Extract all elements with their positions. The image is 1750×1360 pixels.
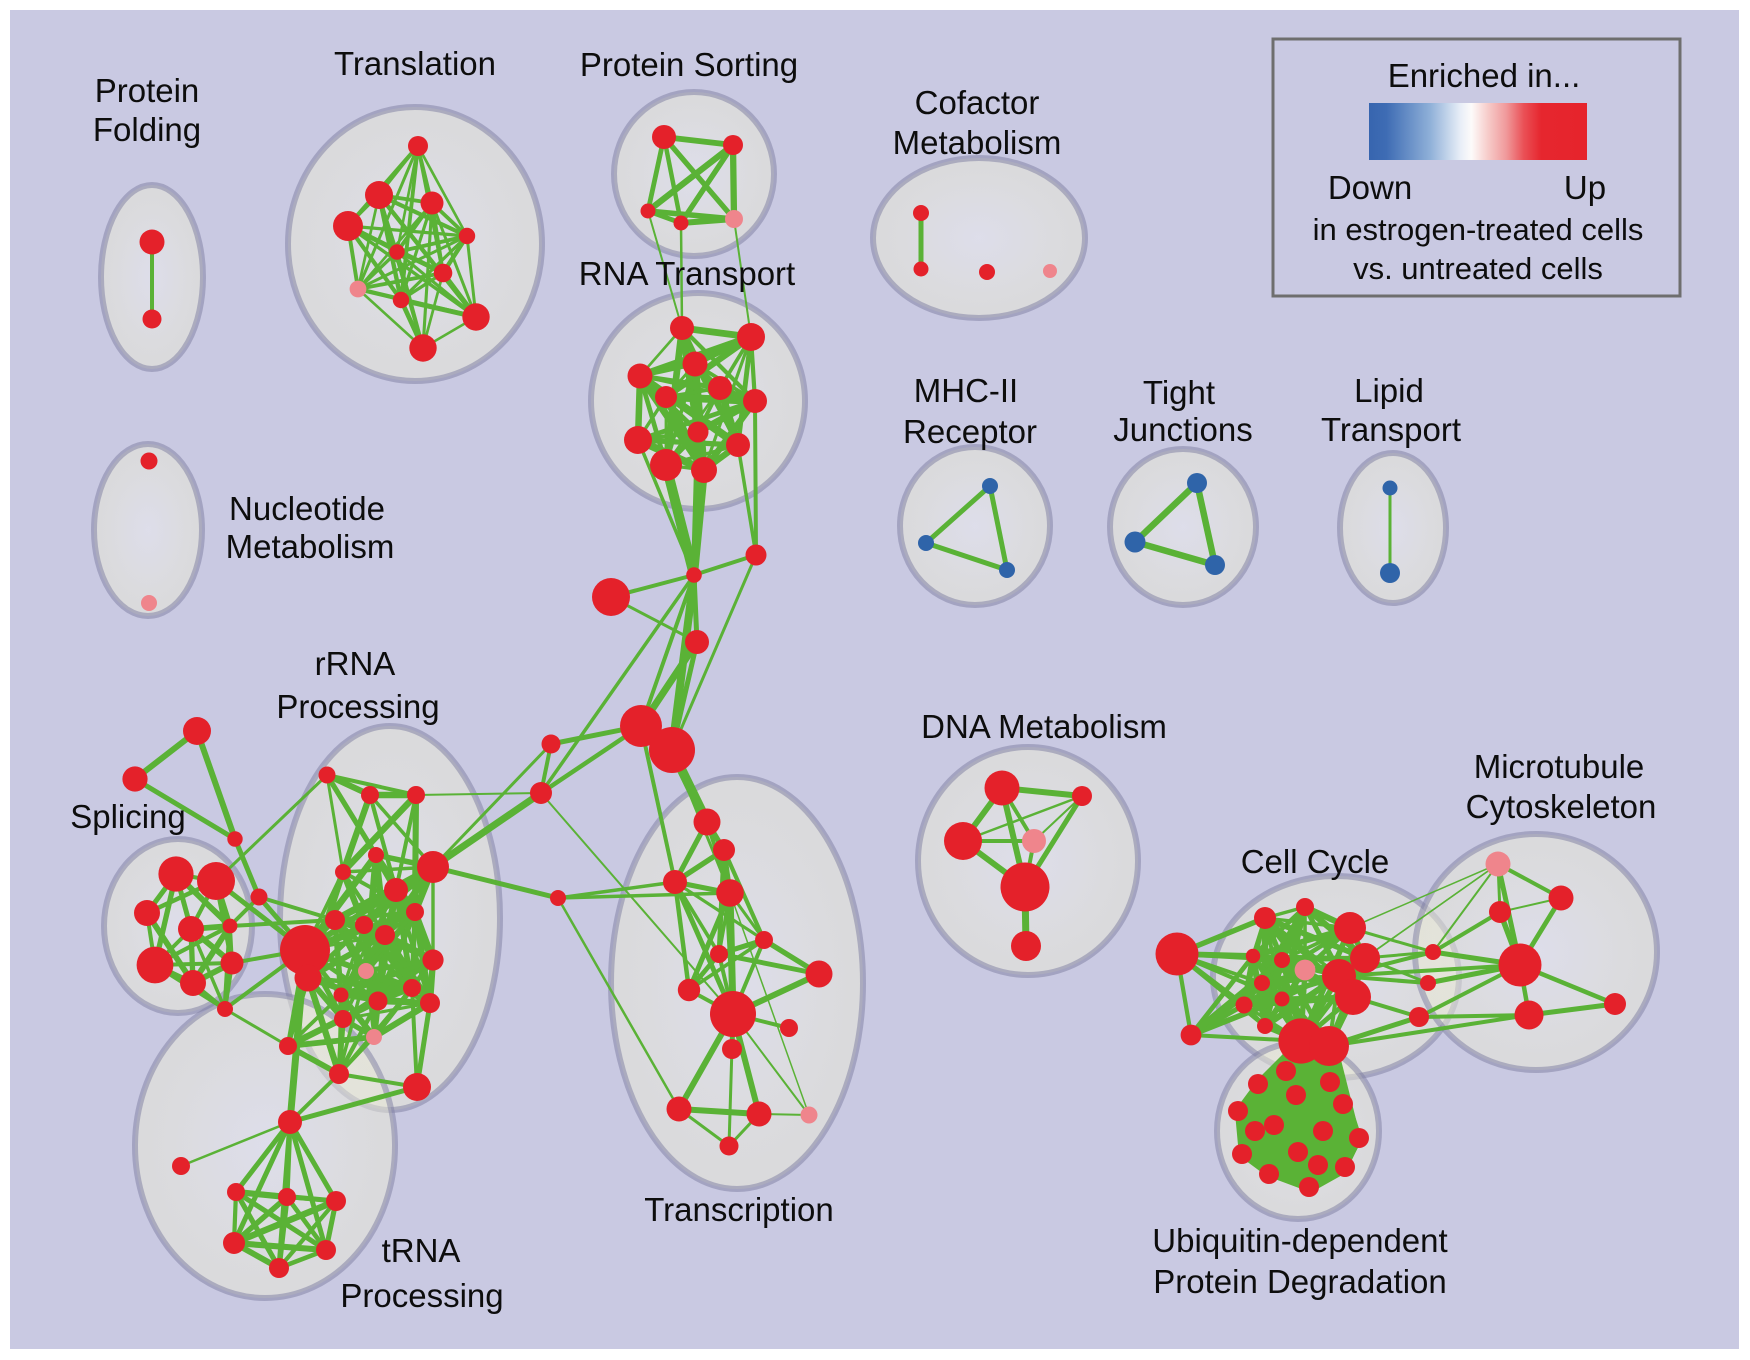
svg-text:Processing: Processing (276, 688, 439, 725)
svg-text:tRNA: tRNA (382, 1232, 461, 1269)
svg-text:Cofactor: Cofactor (915, 84, 1040, 121)
svg-text:Protein Degradation: Protein Degradation (1153, 1263, 1447, 1300)
svg-text:Metabolism: Metabolism (893, 124, 1062, 161)
svg-text:Microtubule: Microtubule (1474, 748, 1645, 785)
svg-text:Transport: Transport (1321, 411, 1461, 448)
svg-text:Processing: Processing (340, 1277, 503, 1314)
svg-text:DNA Metabolism: DNA Metabolism (921, 708, 1167, 745)
svg-text:Junctions: Junctions (1113, 411, 1252, 448)
svg-text:Enriched in...: Enriched in... (1388, 57, 1581, 94)
svg-text:Folding: Folding (93, 111, 201, 148)
svg-text:Translation: Translation (334, 45, 496, 82)
svg-text:Transcription: Transcription (644, 1191, 834, 1228)
svg-text:Receptor: Receptor (903, 413, 1037, 450)
svg-text:Tight: Tight (1143, 374, 1215, 411)
svg-text:Down: Down (1328, 169, 1412, 206)
svg-text:Cell Cycle: Cell Cycle (1241, 843, 1390, 880)
svg-text:Up: Up (1564, 169, 1606, 206)
svg-text:RNA Transport: RNA Transport (579, 255, 795, 292)
svg-text:Metabolism: Metabolism (226, 528, 395, 565)
svg-text:Lipid: Lipid (1354, 372, 1424, 409)
svg-text:Ubiquitin-dependent: Ubiquitin-dependent (1152, 1222, 1447, 1259)
svg-text:MHC-II: MHC-II (914, 372, 1018, 409)
svg-text:Nucleotide: Nucleotide (229, 490, 385, 527)
svg-text:Splicing: Splicing (70, 798, 186, 835)
svg-text:Cytoskeleton: Cytoskeleton (1466, 788, 1657, 825)
svg-text:Protein: Protein (95, 72, 200, 109)
svg-text:Protein Sorting: Protein Sorting (580, 46, 798, 83)
svg-text:vs. untreated cells: vs. untreated cells (1353, 251, 1603, 286)
svg-text:rRNA: rRNA (315, 645, 396, 682)
svg-text:in estrogen-treated cells: in estrogen-treated cells (1313, 212, 1644, 247)
